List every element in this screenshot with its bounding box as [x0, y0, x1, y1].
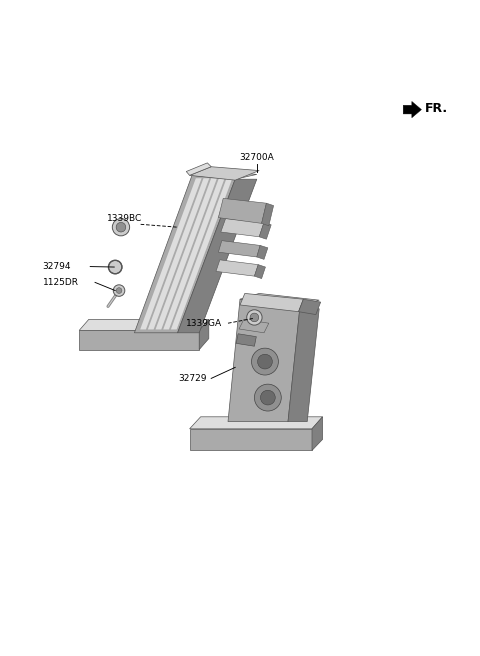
Circle shape [247, 310, 262, 325]
Text: 32794: 32794 [43, 262, 71, 271]
Polygon shape [156, 178, 217, 329]
Polygon shape [140, 178, 202, 329]
Polygon shape [312, 417, 323, 451]
Polygon shape [221, 218, 264, 237]
Polygon shape [134, 175, 235, 333]
Polygon shape [254, 264, 265, 279]
Polygon shape [240, 293, 319, 306]
Polygon shape [236, 334, 256, 346]
Polygon shape [163, 178, 225, 329]
Polygon shape [259, 222, 271, 239]
Polygon shape [190, 429, 312, 451]
Polygon shape [190, 417, 323, 429]
Polygon shape [178, 179, 257, 333]
Circle shape [108, 260, 122, 274]
Polygon shape [240, 293, 303, 312]
Circle shape [116, 222, 126, 232]
Polygon shape [192, 171, 257, 179]
Text: 32729: 32729 [178, 374, 206, 383]
Polygon shape [218, 241, 260, 257]
Polygon shape [218, 198, 266, 223]
Polygon shape [288, 306, 319, 422]
Polygon shape [190, 167, 259, 180]
Text: FR.: FR. [425, 102, 448, 115]
Polygon shape [171, 178, 232, 329]
Text: 1339BC: 1339BC [107, 215, 143, 223]
Circle shape [113, 285, 125, 297]
Polygon shape [239, 319, 269, 333]
Polygon shape [79, 319, 209, 331]
Circle shape [254, 384, 281, 411]
Circle shape [258, 354, 272, 369]
Polygon shape [262, 203, 274, 226]
Polygon shape [79, 331, 199, 350]
Polygon shape [257, 245, 268, 259]
Polygon shape [199, 319, 209, 350]
Polygon shape [186, 163, 211, 175]
Circle shape [112, 218, 130, 236]
Polygon shape [216, 260, 258, 276]
Polygon shape [403, 102, 421, 118]
Circle shape [261, 390, 275, 405]
Circle shape [250, 313, 259, 321]
Circle shape [116, 288, 122, 293]
Text: 32700A: 32700A [240, 154, 274, 163]
Text: 1125DR: 1125DR [43, 278, 79, 287]
Polygon shape [299, 299, 321, 315]
Polygon shape [228, 299, 300, 422]
Polygon shape [148, 178, 209, 329]
Text: 1339GA: 1339GA [186, 319, 222, 328]
Circle shape [252, 348, 278, 375]
